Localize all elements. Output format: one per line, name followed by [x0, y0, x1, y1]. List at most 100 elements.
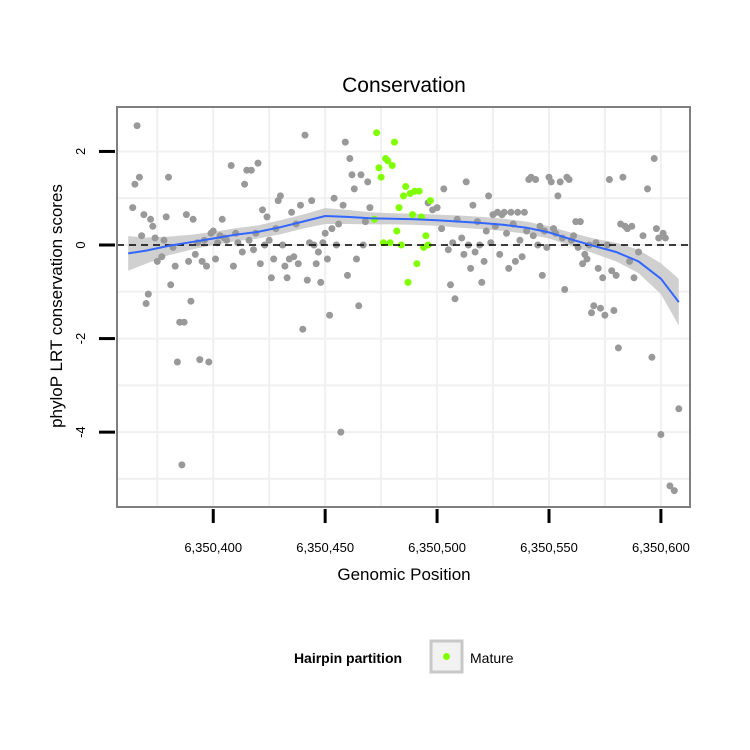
point-other: [205, 358, 213, 366]
point-other: [496, 250, 504, 258]
point-other: [532, 176, 540, 183]
point-other: [267, 274, 275, 282]
point-other: [198, 257, 206, 265]
point-other: [655, 234, 663, 242]
point-other: [594, 264, 602, 272]
x-tick-label: 6,350,400: [184, 540, 242, 555]
point-other: [133, 122, 141, 130]
point-other: [223, 236, 231, 244]
point-other: [158, 253, 166, 261]
point-other: [344, 271, 351, 279]
x-axis-label: Genomic Position: [337, 565, 470, 584]
point-other: [630, 274, 638, 282]
point-mature: [388, 162, 396, 169]
point-other: [536, 222, 544, 230]
point-other: [500, 208, 508, 216]
point-other: [312, 260, 320, 268]
point-other: [129, 204, 137, 212]
point-other: [173, 358, 181, 366]
x-tick-label: 6,350,600: [632, 540, 690, 555]
point-other: [543, 243, 551, 251]
point-other: [162, 213, 170, 221]
point-other: [297, 201, 304, 209]
point-other: [561, 286, 569, 293]
point-other: [503, 229, 510, 237]
point-mature: [422, 232, 430, 240]
point-other: [538, 271, 546, 279]
point-mature: [404, 278, 412, 286]
point-other: [247, 166, 255, 174]
point-other: [314, 248, 322, 256]
point-mature: [424, 241, 432, 249]
x-tick-label: 6,350,550: [520, 540, 578, 555]
point-other: [583, 255, 591, 263]
point-other: [438, 225, 446, 233]
point-other: [203, 262, 210, 270]
point-other: [661, 234, 669, 242]
point-other: [648, 353, 656, 361]
point-other: [451, 295, 459, 303]
point-other: [514, 208, 522, 216]
point-other: [185, 257, 193, 265]
point-other: [652, 225, 660, 233]
y-axis: -4 -2 0 2: [73, 148, 115, 438]
x-tick-label: 6,350,500: [408, 540, 466, 555]
panel-frame: [116, 106, 691, 508]
point-other: [317, 278, 325, 286]
smooth-fit: [128, 214, 680, 303]
point-other: [135, 173, 143, 181]
point-mature: [373, 129, 381, 137]
point-other: [467, 264, 475, 272]
point-other: [294, 260, 302, 268]
point-other: [353, 255, 360, 263]
point-other: [265, 236, 273, 244]
point-other: [328, 225, 336, 233]
point-other: [518, 253, 526, 261]
point-other: [182, 211, 190, 219]
point-other: [303, 276, 311, 284]
point-other: [576, 218, 584, 226]
point-other: [153, 257, 161, 265]
point-other: [180, 318, 188, 326]
point-other: [639, 232, 647, 240]
point-other: [131, 180, 139, 188]
point-other: [321, 229, 329, 237]
point-other: [626, 257, 634, 265]
y-tick-label: 2: [73, 148, 88, 155]
point-other: [516, 236, 524, 244]
point-other: [160, 236, 168, 244]
smooth-line: [128, 214, 680, 303]
point-other: [614, 344, 622, 352]
point-other: [556, 178, 564, 186]
point-other: [339, 201, 347, 209]
point-other: [330, 194, 338, 202]
point-other: [276, 192, 284, 200]
point-other: [485, 192, 493, 200]
point-other: [507, 208, 515, 216]
y-tick-label: -2: [73, 333, 88, 345]
point-other: [605, 176, 613, 183]
point-mature: [395, 204, 403, 212]
point-other: [189, 215, 197, 223]
point-other: [212, 255, 219, 263]
legend-key-mature-point: [443, 653, 450, 660]
point-other: [229, 262, 237, 270]
point-other: [444, 246, 452, 254]
point-mature: [400, 192, 407, 200]
point-mature: [386, 239, 394, 247]
point-other: [270, 255, 278, 263]
point-other: [147, 215, 155, 223]
point-other: [480, 257, 488, 265]
point-other: [675, 405, 683, 413]
point-other: [644, 185, 651, 193]
point-other: [357, 171, 365, 179]
point-other: [348, 171, 356, 179]
point-other: [565, 176, 573, 183]
point-other: [433, 204, 441, 212]
point-other: [149, 222, 157, 230]
point-other: [288, 208, 296, 216]
point-other: [650, 155, 658, 162]
point-other: [299, 325, 307, 333]
point-other: [144, 290, 152, 298]
point-mature: [413, 260, 421, 268]
